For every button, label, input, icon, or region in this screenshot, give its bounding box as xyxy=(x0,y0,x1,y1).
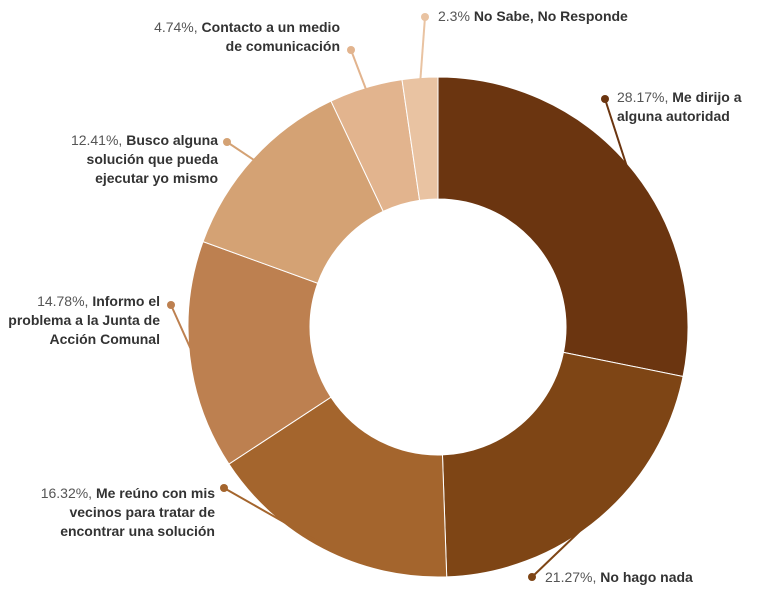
slice-label: 28.17%, Me dirijo a alguna autoridad xyxy=(617,88,757,126)
value-label: 4.74%, xyxy=(154,19,198,35)
leader-line xyxy=(531,513,598,578)
leader-dot xyxy=(528,573,536,581)
leader-dot xyxy=(167,301,175,309)
category-label: Informo el problema a la Junta de Acción… xyxy=(8,293,160,347)
leader-dot xyxy=(347,46,355,54)
slice-label: 12.41%, Busco alguna solución que pueda … xyxy=(40,131,218,188)
donut-slice xyxy=(187,240,332,465)
slice-label: 2.3% No Sabe, No Responde xyxy=(438,7,678,26)
category-label: Busco alguna solución que pueda ejecutar… xyxy=(86,132,218,186)
value-label: 28.17%, xyxy=(617,89,669,105)
slice-label: 16.32%, Me reúno con mis vecinos para tr… xyxy=(40,484,215,541)
donut-slice xyxy=(228,396,448,578)
leader-line xyxy=(170,304,195,356)
value-label: 16.32%, xyxy=(40,485,93,501)
slice-label: 21.27%, No hago nada xyxy=(545,568,745,587)
leader-line xyxy=(350,49,368,92)
leader-dot xyxy=(601,95,609,103)
leader-line xyxy=(604,98,630,172)
value-label: 2.3% xyxy=(438,8,470,24)
leader-line xyxy=(223,487,326,547)
value-label: 21.27%, xyxy=(545,569,597,585)
category-label: Me reúno con mis vecinos para tratar de … xyxy=(60,485,215,539)
donut-slice xyxy=(437,76,689,378)
donut-slice xyxy=(401,76,439,201)
value-label: 14.78%, xyxy=(37,293,89,309)
category-label: Me dirijo a alguna autoridad xyxy=(617,89,742,124)
leader-line xyxy=(226,141,257,163)
leader-dot xyxy=(223,138,231,146)
leader-dot xyxy=(220,484,228,492)
category-label: Contacto a un medio de comunicación xyxy=(201,19,340,54)
leader-line xyxy=(419,16,426,82)
value-label: 12.41%, xyxy=(70,132,123,148)
slice-label: 4.74%, Contacto a un medio de comunicaci… xyxy=(150,18,340,56)
donut-slice xyxy=(441,351,684,578)
slice-label: 14.78%, Informo el problema a la Junta d… xyxy=(0,292,160,349)
category-label: No Sabe, No Responde xyxy=(473,8,628,24)
category-label: No hago nada xyxy=(600,569,693,585)
leader-dot xyxy=(421,13,429,21)
